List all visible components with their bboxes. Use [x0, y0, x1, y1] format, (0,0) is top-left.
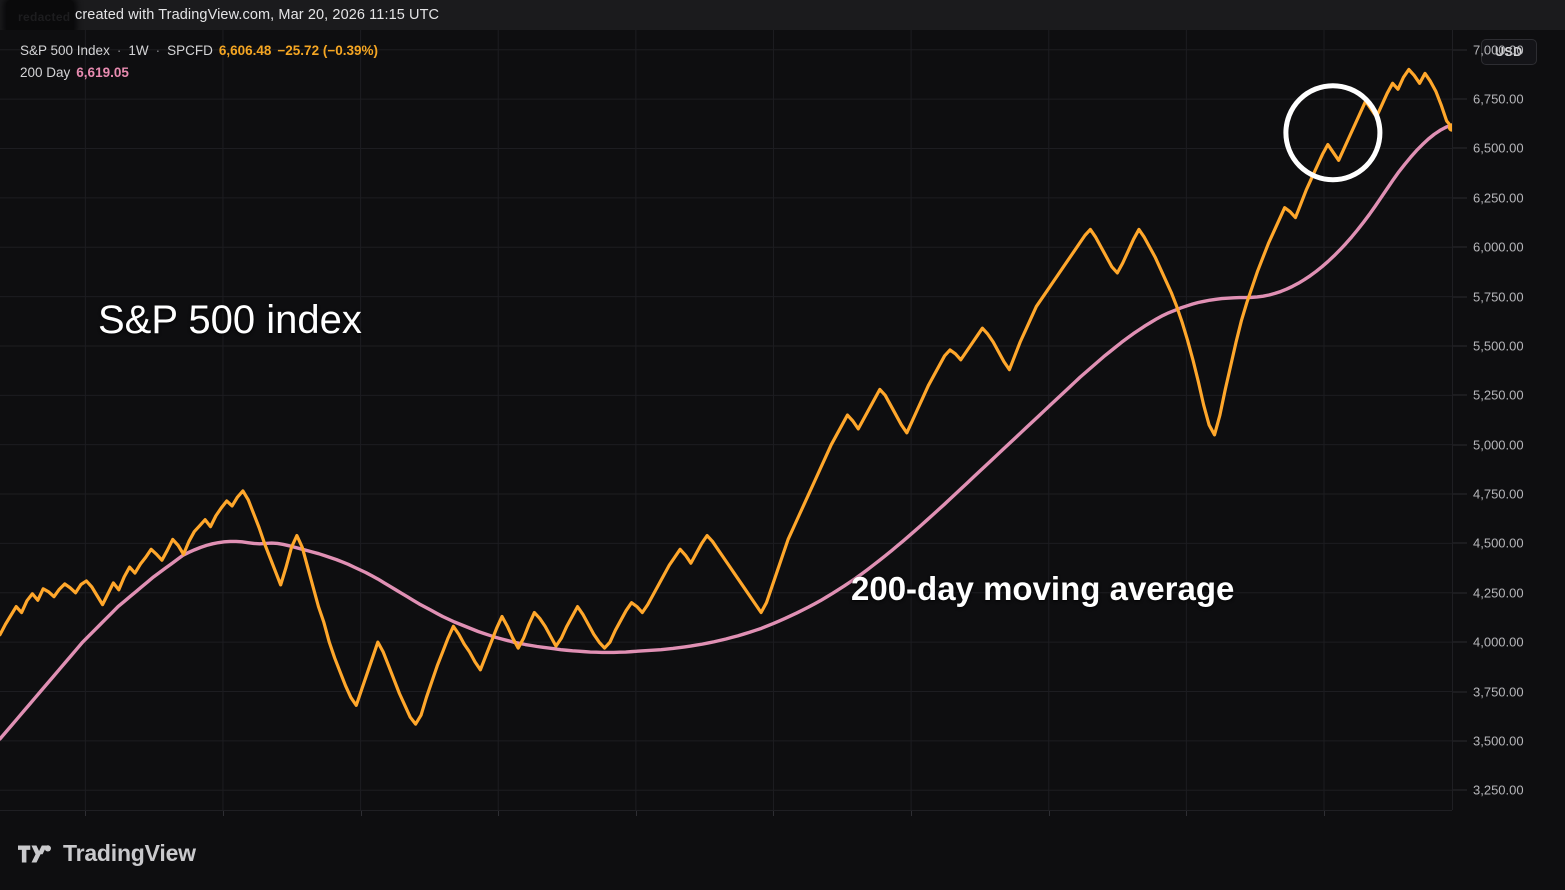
time-tick-mark: [85, 811, 87, 816]
price-tick-dash: [1453, 641, 1467, 643]
price-axis[interactable]: USD 7,000.00 6,750.00 6,500.00 6,250.00 6,00…: [1453, 30, 1565, 810]
tradingview-wordmark: TradingView: [63, 840, 196, 866]
currency-badge[interactable]: USD: [1481, 39, 1537, 65]
legend-interval: 1W: [128, 43, 149, 58]
time-tick-mark: [222, 811, 224, 816]
price-tick-label: 4,250.00: [1473, 585, 1524, 601]
legend-last-price: 6,606.48: [218, 43, 272, 58]
chart-svg: [0, 30, 1452, 810]
plot-area[interactable]: [0, 30, 1453, 810]
attribution-bar: redacted created with TradingView.com, M…: [0, 0, 1565, 34]
price-tick-label: 7,000.00: [1473, 42, 1524, 58]
attribution-text: created with TradingView.com, Mar 20, 20…: [75, 7, 440, 23]
price-tick-dash: [1453, 542, 1467, 544]
footer-bar: TradingView: [0, 824, 1565, 890]
legend-separator-2: ·: [155, 43, 161, 58]
price-tick-dash: [1453, 49, 1467, 51]
price-tick-dash: [1453, 789, 1467, 791]
legend-row-price[interactable]: S&P 500 Index · 1W · SPCFD 6,606.48 −25.…: [20, 44, 378, 58]
tradingview-glyph-icon: [18, 844, 51, 862]
crossover-highlight-circle: [1283, 83, 1383, 183]
time-tick-mark: [1324, 811, 1325, 816]
legend-separator-1: ·: [116, 43, 122, 58]
annotation-sp500-index: S&P 500 index: [98, 298, 362, 342]
price-tick-dash: [1453, 444, 1467, 446]
legend-ma-name: 200 Day: [20, 64, 71, 80]
price-line: [0, 67, 1452, 726]
price-tick-label: 5,750.00: [1473, 289, 1524, 305]
price-tick-label: 4,750.00: [1473, 486, 1524, 502]
price-tick-label: 3,500.00: [1473, 733, 1524, 749]
legend-symbol-title: S&P 500 Index: [20, 43, 110, 58]
chart-container: S&P 500 Index · 1W · SPCFD 6,606.48 −25.…: [0, 30, 1565, 890]
price-tick-dash: [1453, 691, 1467, 693]
time-tick-mark: [911, 811, 913, 816]
time-tick-mark: [1186, 811, 1188, 816]
annotation-200-day-ma: 200-day moving average: [851, 570, 1235, 607]
time-tick-mark: [360, 811, 362, 816]
legend-change: −25.72 (−0.39%): [277, 43, 378, 58]
price-tick-dash: [1453, 246, 1467, 248]
time-tick-mark: [773, 811, 775, 816]
price-tick-label: 6,500.00: [1473, 140, 1524, 156]
price-tick-label: 3,250.00: [1473, 782, 1524, 798]
price-tick-label: 6,750.00: [1473, 91, 1524, 107]
horizontal-gridlines: [0, 49, 1452, 791]
price-tick-label: 5,500.00: [1473, 338, 1524, 354]
legend-ma-value: 6,619.05: [76, 64, 129, 80]
tradingview-logo[interactable]: TradingView: [18, 840, 196, 867]
price-tick-label: 4,000.00: [1473, 634, 1524, 650]
time-tick-mark: [635, 811, 637, 816]
price-tick-dash: [1453, 147, 1467, 149]
legend-exchange: SPCFD: [167, 43, 213, 58]
price-tick-dash: [1453, 98, 1467, 100]
price-tick-dash: [1453, 740, 1467, 742]
price-tick-label: 6,250.00: [1473, 190, 1524, 206]
redacted-logo-block: redacted: [6, 0, 74, 34]
redacted-logo-text: redacted: [18, 10, 71, 24]
price-tick-label: 6,000.00: [1473, 239, 1524, 255]
last-price-dot: [1447, 123, 1452, 132]
price-tick-label: 5,000.00: [1473, 437, 1524, 453]
vertical-gridlines: [84, 30, 1325, 810]
price-tick-dash: [1453, 345, 1467, 347]
price-tick-label: 5,250.00: [1473, 387, 1524, 403]
price-tick-dash: [1453, 592, 1467, 594]
time-tick-mark: [1048, 811, 1050, 816]
price-tick-label: 4,500.00: [1473, 535, 1524, 551]
price-tick-dash: [1453, 197, 1467, 199]
chart-legend: S&P 500 Index · 1W · SPCFD 6,606.48 −25.…: [20, 44, 378, 87]
price-tick-dash: [1453, 296, 1467, 298]
legend-row-ma[interactable]: 200 Day 6,619.05: [20, 64, 378, 80]
price-tick-dash: [1453, 394, 1467, 396]
ma-line: [0, 123, 1452, 741]
price-tick-dash: [1453, 493, 1467, 495]
price-tick-label: 3,750.00: [1473, 684, 1524, 700]
time-tick-mark: [498, 811, 500, 816]
